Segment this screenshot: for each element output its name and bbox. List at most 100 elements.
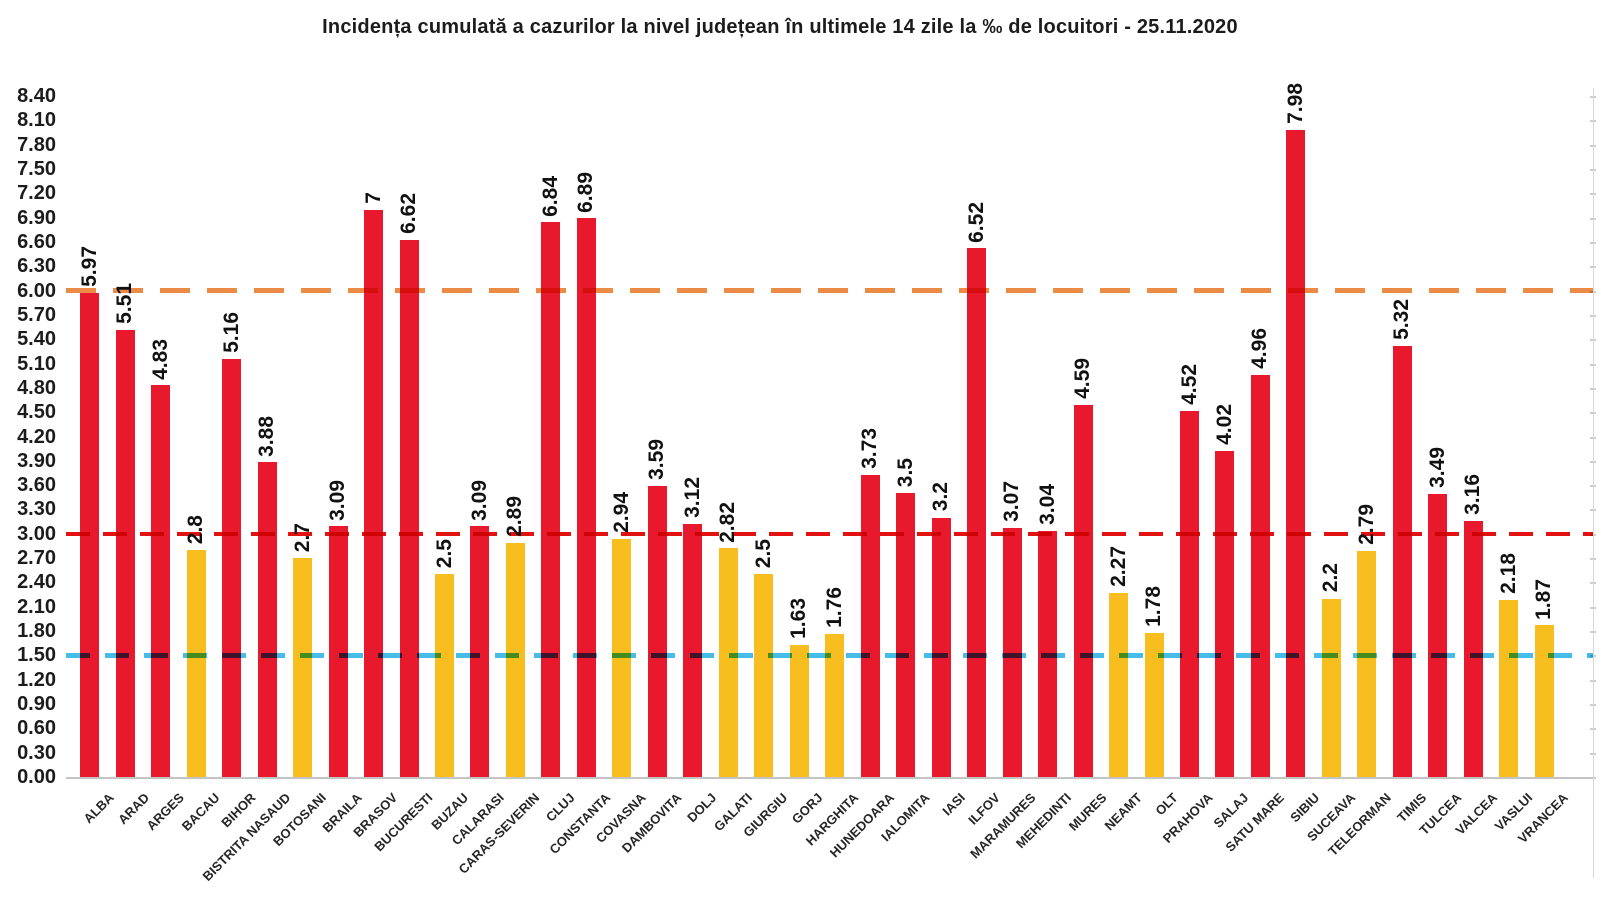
y-tick-label: 6.30 bbox=[17, 255, 56, 278]
bar-value-label: 7 bbox=[361, 191, 385, 204]
bar-value-label: 3.88 bbox=[255, 415, 279, 457]
bar bbox=[1534, 625, 1554, 777]
bar bbox=[435, 574, 454, 777]
bar-value-label: 2.94 bbox=[609, 491, 633, 533]
bar-value-label: 3.09 bbox=[467, 479, 491, 521]
y-tick-label: 3.90 bbox=[17, 449, 56, 472]
threshold-line-1.5 bbox=[66, 652, 1593, 658]
bar-value-label: 3.73 bbox=[858, 427, 882, 469]
y-tick-label: 8.40 bbox=[17, 85, 56, 107]
bar-value-label: 4.02 bbox=[1212, 404, 1236, 446]
bar bbox=[1321, 598, 1341, 777]
bar-value-label: 1.87 bbox=[1532, 578, 1556, 620]
y-tick-label: 2.70 bbox=[17, 547, 56, 570]
bar bbox=[931, 517, 951, 777]
bar bbox=[576, 218, 596, 777]
x-tick-label: IASI bbox=[939, 790, 968, 819]
bar bbox=[364, 209, 384, 777]
y-tick-label: 6.00 bbox=[17, 279, 56, 302]
threshold-line-3 bbox=[66, 531, 1593, 536]
bar-value-label: 5.51 bbox=[113, 283, 137, 325]
y-tick-label: 6.90 bbox=[17, 206, 56, 229]
bar bbox=[222, 358, 242, 777]
y-tick-label: 8.10 bbox=[17, 109, 56, 132]
bar bbox=[293, 558, 313, 777]
y-tick-label: 4.20 bbox=[17, 425, 56, 448]
bar bbox=[1357, 550, 1377, 777]
bar bbox=[1073, 404, 1093, 777]
bar-value-label: 2.82 bbox=[716, 501, 740, 543]
y-tick-label: 0.00 bbox=[17, 766, 56, 788]
bar bbox=[186, 550, 206, 777]
y-tick-label: 7.80 bbox=[17, 133, 56, 156]
bar bbox=[967, 248, 987, 777]
bar bbox=[718, 548, 738, 777]
bar-value-label: 4.59 bbox=[1071, 358, 1095, 399]
bar-value-label: 3.07 bbox=[1000, 481, 1024, 523]
bar-value-label: 3.04 bbox=[1035, 483, 1059, 525]
y-tick-label: 5.40 bbox=[17, 328, 56, 351]
bar-value-label: 3.09 bbox=[326, 479, 350, 521]
bar bbox=[647, 485, 667, 777]
bar bbox=[1180, 410, 1199, 777]
y-tick-label: 6.60 bbox=[17, 230, 56, 253]
bar bbox=[505, 542, 525, 777]
bar-value-label: 3.16 bbox=[1461, 473, 1485, 515]
y-tick-label: 2.40 bbox=[17, 571, 56, 594]
bar-value-label: 2.27 bbox=[1106, 546, 1130, 587]
bar bbox=[825, 634, 845, 777]
bar bbox=[151, 385, 171, 777]
y-tick-label: 5.10 bbox=[17, 352, 56, 375]
bar-value-label: 3.2 bbox=[929, 482, 953, 512]
bar-value-label: 5.97 bbox=[77, 246, 101, 288]
bar bbox=[1109, 592, 1129, 777]
bar-value-label: 2.89 bbox=[503, 495, 527, 537]
bar-value-label: 2.79 bbox=[1354, 503, 1378, 545]
bar-value-label: 3.59 bbox=[645, 439, 669, 480]
bar-value-label: 3.49 bbox=[1425, 447, 1449, 489]
bar-value-label: 2.5 bbox=[432, 539, 456, 569]
bar bbox=[1215, 451, 1235, 777]
bar bbox=[1499, 600, 1519, 777]
bar bbox=[541, 222, 561, 777]
bar-value-label: 7.98 bbox=[1283, 83, 1307, 125]
x-tick-label: MURES bbox=[1065, 790, 1110, 834]
x-tick-label: OLT bbox=[1152, 790, 1181, 819]
bar bbox=[1144, 632, 1164, 777]
x-tick-label: ARGES bbox=[144, 790, 188, 834]
bar bbox=[115, 330, 135, 777]
right-axis-line bbox=[1593, 88, 1594, 878]
bar-value-label: 2.8 bbox=[184, 514, 208, 544]
bar-value-label: 5.32 bbox=[1390, 298, 1414, 340]
bar bbox=[1286, 130, 1306, 777]
y-tick-label: 2.10 bbox=[17, 595, 56, 618]
bar-value-label: 2.2 bbox=[1319, 563, 1343, 593]
bar bbox=[328, 526, 348, 777]
bar-value-label: 2.5 bbox=[751, 539, 775, 569]
y-tick-label: 4.80 bbox=[17, 376, 56, 399]
bar-value-label: 1.76 bbox=[822, 587, 846, 629]
bar bbox=[470, 526, 490, 777]
y-tick-label: 1.80 bbox=[17, 620, 56, 643]
x-tick-label: NEAMT bbox=[1101, 790, 1146, 834]
y-tick-label: 1.50 bbox=[17, 644, 56, 667]
bar bbox=[754, 574, 774, 777]
y-tick-label: 0.90 bbox=[17, 693, 56, 716]
x-axis-line bbox=[66, 777, 1593, 779]
bar-value-label: 4.52 bbox=[1177, 363, 1201, 405]
bar-value-label: 4.96 bbox=[1248, 328, 1272, 369]
bar bbox=[1392, 345, 1412, 777]
x-tick-label: TELEORMAN bbox=[1324, 790, 1394, 859]
bar bbox=[896, 493, 916, 777]
threshold-line-6 bbox=[66, 288, 1593, 294]
bar bbox=[257, 462, 277, 777]
y-tick-label: 3.30 bbox=[17, 498, 56, 521]
bar bbox=[789, 644, 809, 777]
bar-value-label: 2.7 bbox=[290, 522, 314, 553]
bar-value-label: 6.84 bbox=[538, 175, 562, 217]
bar bbox=[399, 240, 419, 777]
bar-value-label: 1.78 bbox=[1142, 585, 1166, 627]
y-tick-label: 7.20 bbox=[17, 182, 56, 205]
bar-value-label: 3.5 bbox=[893, 458, 917, 488]
